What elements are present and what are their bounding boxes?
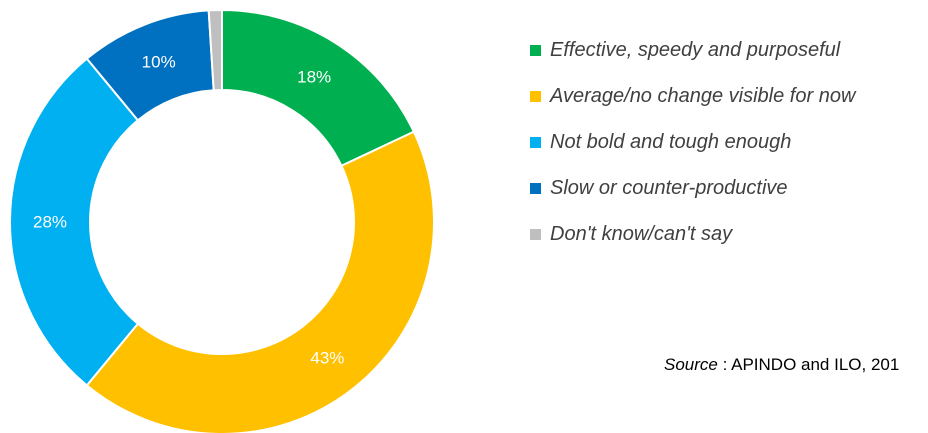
legend-swatch: [530, 182, 541, 194]
legend-item: Average/no change visible for now: [530, 80, 855, 112]
legend-swatch: [530, 90, 541, 102]
legend-label: Don't know/can't say: [550, 222, 733, 245]
legend-item: Effective, speedy and purposeful: [530, 34, 855, 66]
slice-value-label: 43%: [310, 348, 344, 367]
donut-slice-not-bold-and-tough-enough: [9, 57, 140, 387]
legend-swatch: [530, 228, 541, 240]
source-note: Source : APINDO and ILO, 201: [664, 355, 899, 375]
legend-item: Don't know/can't say: [530, 218, 855, 250]
slice-value-label: 18%: [297, 67, 331, 86]
slice-value-label: 10%: [142, 53, 176, 72]
source-separator: :: [717, 355, 732, 374]
legend-label: Slow or counter-productive: [550, 176, 788, 199]
legend-swatch: [530, 44, 541, 56]
slice-value-label: 28%: [33, 213, 67, 232]
legend-item: Not bold and tough enough: [530, 126, 855, 158]
donut-slice-effective-speedy-and-purposeful: [221, 8, 416, 168]
donut-slices: [9, 8, 435, 433]
legend-label: Not bold and tough enough: [550, 130, 792, 153]
source-label: Source: [664, 355, 718, 374]
legend-swatch: [530, 136, 541, 148]
legend-item: Slow or counter-productive: [530, 172, 855, 204]
chart-legend: Effective, speedy and purposeful Average/…: [530, 34, 855, 264]
legend-label: Effective, speedy and purposeful: [550, 38, 841, 61]
donut-slice-labels: 18% 43% 28% 10%: [33, 53, 344, 368]
donut-slice-don-t-know-can-t-say: [207, 8, 223, 92]
donut-slice-average-no-change-visible-for-now: [85, 130, 435, 433]
source-text: APINDO and ILO, 201: [731, 355, 900, 374]
legend-label: Average/no change visible for now: [550, 84, 856, 107]
